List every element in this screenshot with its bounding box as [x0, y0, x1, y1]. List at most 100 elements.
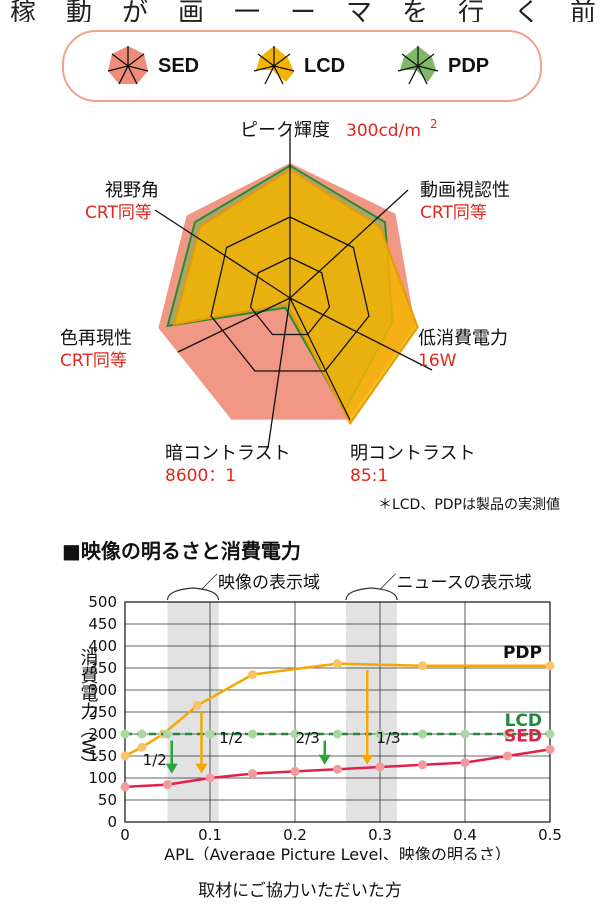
radar-axis-value: 16W — [418, 351, 457, 371]
y-tick-label: 200 — [88, 725, 117, 743]
radar-axis-value: CRT同等 — [60, 351, 127, 371]
lcd-legend-icon — [253, 46, 295, 85]
radar-axis-line — [154, 209, 291, 299]
x-tick-label: 0.3 — [368, 826, 392, 844]
reduction-arrow-head — [361, 754, 374, 765]
radar-axis-label: 暗コントラスト — [165, 443, 291, 464]
ratio-annotation: 1/2 — [219, 729, 243, 747]
data-point-lcd — [503, 729, 512, 739]
data-point-pdp — [545, 661, 555, 671]
x-tick-label: 0.4 — [453, 826, 477, 844]
series-label-lcd: LCD — [505, 711, 542, 731]
series-label-pdp: PDP — [503, 643, 542, 663]
data-point-lcd — [375, 729, 385, 739]
y-tick-label: 400 — [88, 637, 117, 655]
y-tick-label: 300 — [88, 681, 117, 699]
data-point-sed — [545, 744, 555, 754]
legend-item-lcd: LCD — [248, 42, 345, 90]
ratio-annotation: 1/2 — [143, 751, 167, 769]
radar-series-lcd — [172, 168, 419, 426]
legend-label-sed: SED — [158, 54, 200, 77]
pdp-legend-icon — [397, 46, 439, 85]
data-point-sed — [290, 766, 300, 776]
x-tick-label: 0.5 — [538, 826, 562, 844]
data-point-lcd — [248, 729, 257, 739]
data-point-lcd — [290, 729, 300, 739]
power-line-chart: ／映像の表示域 ／ニュースの表示域050100150200250300350400… — [78, 573, 562, 860]
x-axis-label: APL（Average Picture Level、映像の明るさ） — [164, 845, 511, 860]
radar-axis-value: 300cd/m — [346, 121, 421, 141]
radar-axis-value-sup: 2 — [430, 117, 438, 131]
legend: SED LCD PDP — [62, 30, 542, 102]
y-tick-label: 150 — [88, 747, 117, 765]
sed-legend-icon — [107, 46, 149, 85]
data-point-pdp — [192, 700, 202, 710]
data-point-sed — [248, 769, 257, 779]
radar-axis-label: 明コントラスト — [350, 443, 476, 464]
x-tick-label: 0 — [120, 826, 130, 844]
radar-axis-line — [289, 189, 409, 299]
radar-axis-value: 8600：1 — [165, 466, 236, 486]
data-point-pdp — [120, 751, 130, 761]
reduction-arrow-head — [195, 763, 208, 774]
data-point-sed — [205, 773, 215, 783]
footer-cut-text: 取材にご協力いただいた方 — [198, 881, 402, 901]
legend-label-lcd: LCD — [304, 54, 346, 77]
radar-axis-line — [289, 297, 351, 421]
y-tick-label: 450 — [88, 615, 117, 633]
header-cut-text: 稼動が画一ーマを行く前 — [10, 0, 600, 22]
radar-axis-label: 動画視認性 — [420, 180, 510, 201]
radar-axis-label: 低消費電力 — [418, 328, 508, 349]
legend-item-sed: SED — [102, 42, 199, 90]
y-tick-label: 500 — [88, 593, 117, 611]
y-tick-label: 100 — [88, 769, 117, 787]
data-point-sed — [120, 782, 130, 792]
radar-chart: ピーク輝度 300cd/m 2動画視認性CRT同等低消費電力16W明コントラスト85… — [60, 117, 510, 486]
line-chart-title: ■映像の明るさと消費電力 — [62, 539, 301, 563]
radar-axis-line — [289, 297, 433, 371]
x-tick-label: 0.1 — [198, 826, 222, 844]
y-tick-label: 0 — [107, 813, 117, 831]
data-point-lcd — [545, 729, 555, 739]
x-tick-label: 0.2 — [283, 826, 307, 844]
y-axis-label: 消費電力（W） — [78, 648, 99, 774]
radar-axis-line — [267, 297, 291, 449]
region-label: ／ニュースの表示域 — [380, 573, 532, 593]
radar-grid-ring — [210, 216, 370, 372]
ratio-annotation: 1/3 — [376, 729, 400, 747]
reduction-arrow-head — [165, 763, 178, 774]
radar-axis-label: ピーク輝度 — [240, 120, 330, 141]
radar-axis-label: 色再現性 — [60, 328, 132, 349]
data-point-sed — [418, 760, 427, 770]
y-tick-label: 250 — [88, 703, 117, 721]
data-point-pdp — [333, 659, 342, 669]
data-point-lcd — [460, 729, 470, 739]
plot-frame — [124, 601, 551, 823]
radar-axis-value: CRT同等 — [420, 203, 487, 223]
data-point-sed — [163, 780, 172, 790]
reduction-arrow-head — [318, 754, 331, 765]
radar-axis-value: CRT同等 — [85, 203, 152, 223]
radar-axis-value: 85:1 — [350, 466, 388, 486]
data-point-lcd — [418, 729, 427, 739]
measurement-note: ＊LCD、PDPは製品の実測値 — [377, 497, 560, 513]
legend-label-pdp: PDP — [448, 54, 490, 77]
legend-item-pdp: PDP — [392, 42, 489, 90]
data-point-lcd — [120, 729, 130, 739]
radar-axis-line — [177, 297, 291, 353]
data-point-lcd — [333, 729, 342, 739]
radar-grid-ring — [249, 256, 331, 336]
data-point-sed — [333, 764, 342, 774]
radar-axis-label: 視野角 — [105, 180, 159, 201]
region-label: ／映像の表示域 — [201, 573, 320, 593]
y-tick-label: 50 — [98, 791, 117, 809]
region-bracket — [345, 587, 398, 601]
data-point-sed — [375, 762, 385, 772]
y-tick-label: 350 — [88, 659, 117, 677]
data-point-lcd — [163, 729, 172, 739]
region-bracket — [166, 587, 220, 601]
series-label-sed: SED — [504, 726, 542, 746]
data-point-pdp — [418, 661, 427, 671]
data-point-lcd — [137, 729, 147, 739]
data-point-sed — [460, 758, 470, 768]
